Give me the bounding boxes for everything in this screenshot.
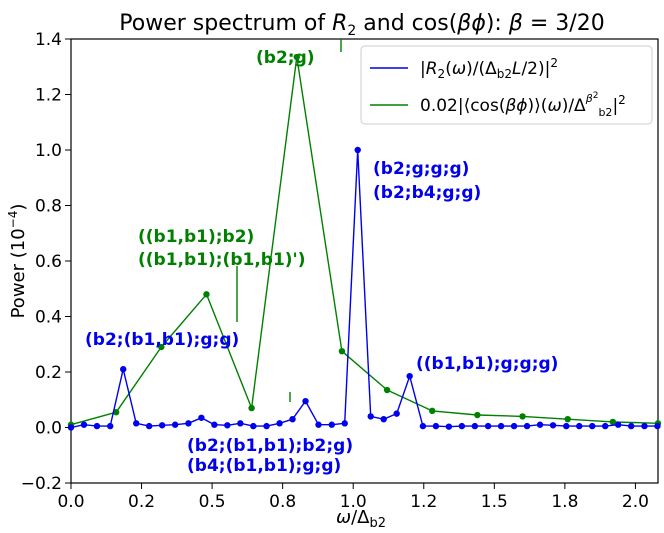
x-tick-label: 1.2 xyxy=(410,492,437,512)
data-point-blue xyxy=(510,422,518,430)
data-point-green xyxy=(429,407,436,415)
annotation-b2b4gg: (b2;b4;g;g) xyxy=(373,183,481,203)
data-point-green xyxy=(383,386,391,394)
x-tick-label: 1.5 xyxy=(481,492,508,512)
data-point-green xyxy=(609,418,617,426)
x-tick-label: 0.5 xyxy=(199,492,226,512)
data-point-blue xyxy=(627,422,635,430)
data-point-blue xyxy=(615,421,622,428)
x-tick-label: 0.0 xyxy=(57,492,84,512)
x-axis-label: ω/Δb2 xyxy=(336,507,386,531)
data-point-blue xyxy=(536,421,544,428)
x-tick-label: 1.0 xyxy=(340,492,367,512)
data-point-green xyxy=(248,404,255,412)
y-tick-label: −0.2 xyxy=(21,474,62,494)
data-point-blue xyxy=(341,420,348,427)
data-point-blue xyxy=(458,422,466,430)
data-point-blue xyxy=(132,420,140,427)
annotation-b2g: (b2;g) xyxy=(256,48,315,68)
y-tick-label: 0.6 xyxy=(35,252,62,272)
data-point-blue xyxy=(497,422,505,430)
data-point-blue xyxy=(289,415,296,423)
data-point-blue xyxy=(523,422,531,430)
series-layer xyxy=(67,53,662,431)
y-tick-label: 1.0 xyxy=(35,141,62,161)
data-point-green xyxy=(112,409,120,416)
data-point-blue xyxy=(471,422,479,430)
data-point-blue xyxy=(171,421,179,428)
series-line-blue xyxy=(70,149,658,429)
data-point-blue xyxy=(158,422,166,429)
x-tick-label: 1.8 xyxy=(551,492,578,512)
annotation-b4b1b1gg: (b4;(b1,b1);g;g) xyxy=(187,456,341,476)
y-tick-label: 0.0 xyxy=(35,419,62,439)
annotation-b1b1b1b1: ((b1,b1);(b1,b1)') xyxy=(138,250,306,270)
data-point-green xyxy=(338,347,346,355)
data-point-blue xyxy=(185,420,192,427)
data-point-blue xyxy=(198,414,205,421)
ticks-layer: 0.0 0.2 0.5 0.8 1.0 1.2 1.5 1.8 2.0−0.20.00.20.4… xyxy=(21,30,649,512)
data-point-blue xyxy=(276,420,283,427)
y-tick-label: 1.4 xyxy=(35,30,62,50)
data-point-blue xyxy=(641,422,648,430)
data-point-blue xyxy=(484,422,492,430)
annotation-b2b1b1b2g: (b2;(b1,b1);b2;g) xyxy=(187,436,353,456)
data-point-blue xyxy=(211,421,218,428)
data-point-blue xyxy=(145,422,153,430)
data-point-blue xyxy=(602,422,609,430)
data-point-green xyxy=(474,411,481,419)
chart-title: Power spectrum of R2 and cos(βϕ): β = 3/… xyxy=(119,11,604,39)
annotation-b1b1ggg: ((b1,b1);g;g;g) xyxy=(416,354,558,374)
legend: |R2(ω)/(Δb2L/2)|2 0.02|⟨cos(βϕ)⟩(ω)/Δβ2b… xyxy=(360,45,653,125)
y-tick-label: 1.2 xyxy=(35,86,62,106)
y-tick-label: 0.8 xyxy=(35,197,62,217)
data-point-blue xyxy=(237,420,244,427)
legend-box xyxy=(360,45,653,125)
data-point-blue xyxy=(576,422,583,430)
data-point-blue xyxy=(224,422,231,429)
data-point-blue xyxy=(367,413,374,420)
data-point-blue xyxy=(419,422,427,430)
x-tick-label: 0.2 xyxy=(128,492,155,512)
annotation-b2ggg: (b2;g;g;g) xyxy=(373,159,469,179)
data-point-blue xyxy=(380,415,387,423)
data-point-blue xyxy=(250,422,257,430)
annotation-b1b1b2: ((b1,b1);b2) xyxy=(138,227,254,247)
data-point-blue xyxy=(393,410,400,417)
legend-label-green: 0.02|⟨cos(βϕ)⟩(ω)/Δβ2b2|2 xyxy=(420,91,626,119)
data-point-blue xyxy=(93,422,101,430)
data-point-blue xyxy=(315,421,322,428)
data-point-blue xyxy=(80,421,88,428)
data-point-blue xyxy=(302,397,309,405)
x-tick-label: 0.8 xyxy=(269,492,296,512)
data-point-green xyxy=(293,53,300,61)
data-point-green xyxy=(158,343,165,351)
data-point-blue xyxy=(67,424,75,431)
data-point-blue xyxy=(406,372,413,380)
data-point-blue xyxy=(432,422,440,430)
data-point-blue xyxy=(328,421,335,428)
x-tick-label: 2.0 xyxy=(622,492,649,512)
data-point-blue xyxy=(354,146,361,154)
y-tick-label: 0.2 xyxy=(35,363,62,383)
data-point-green xyxy=(564,415,571,423)
data-point-blue xyxy=(549,422,557,429)
data-point-blue xyxy=(654,422,661,430)
data-point-blue xyxy=(445,423,453,430)
y-axis-label: Power (10−4) xyxy=(6,204,29,319)
data-point-green xyxy=(519,413,526,420)
annotations-layer: (b2;g) (b2;g;g;g) (b2;b4;g;g) ((b1,b1);b2) (… xyxy=(85,39,558,476)
data-point-blue xyxy=(589,422,596,430)
data-point-blue xyxy=(120,366,127,373)
annotation-b2b1b1gg: (b2;(b1,b1);g;g) xyxy=(85,330,239,350)
y-tick-label: 0.4 xyxy=(35,308,62,328)
data-point-blue xyxy=(263,422,270,430)
data-point-blue xyxy=(107,422,114,430)
data-point-green xyxy=(203,291,210,298)
data-point-blue xyxy=(563,422,570,430)
series-line-green xyxy=(70,56,659,426)
